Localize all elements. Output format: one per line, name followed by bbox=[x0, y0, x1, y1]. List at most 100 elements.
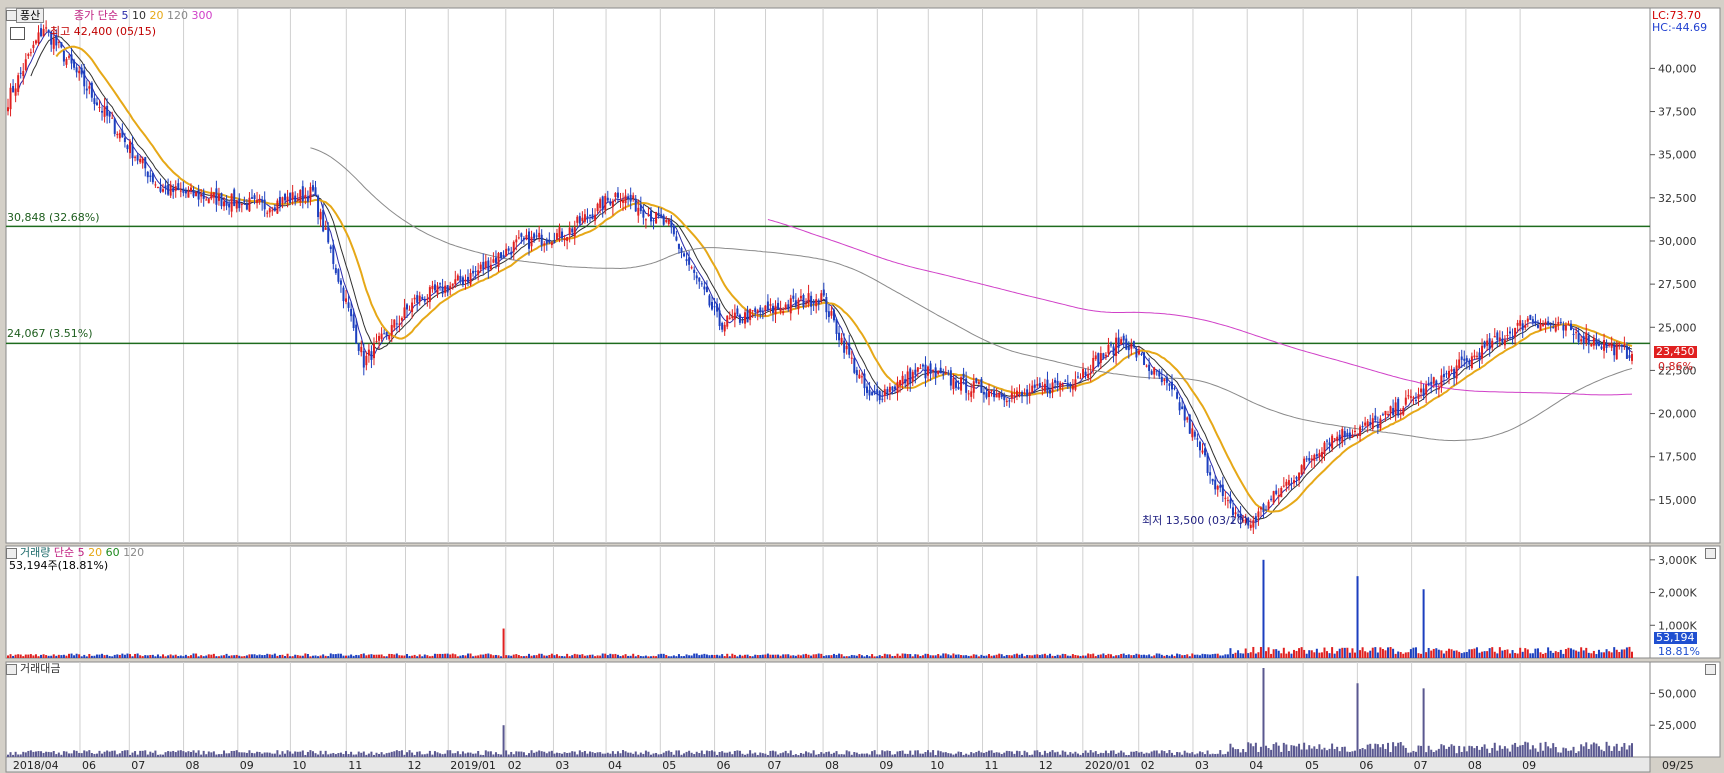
volume-bar bbox=[1262, 559, 1265, 658]
volume-bar bbox=[1041, 654, 1044, 658]
candle-body bbox=[1082, 368, 1085, 378]
candle-body bbox=[1252, 520, 1255, 528]
volume-bar bbox=[1549, 650, 1552, 658]
amount-bar bbox=[782, 752, 785, 757]
amount-bar bbox=[1605, 741, 1608, 757]
volume-bar bbox=[1577, 651, 1580, 658]
candle-body bbox=[75, 67, 78, 73]
amount-bar bbox=[418, 751, 421, 757]
amount-bar bbox=[118, 753, 121, 757]
volume-bar bbox=[324, 655, 327, 658]
volume-bar bbox=[1028, 655, 1031, 658]
amount-bar bbox=[993, 752, 996, 757]
volume-bar bbox=[731, 653, 734, 658]
amount-bar bbox=[990, 750, 993, 757]
amount-bar bbox=[1262, 668, 1265, 757]
candle-body bbox=[1069, 384, 1072, 387]
amount-bar bbox=[835, 751, 838, 757]
amount-bar bbox=[1254, 742, 1257, 757]
volume-panel-settings-icon[interactable] bbox=[6, 548, 17, 559]
candle-body bbox=[799, 295, 802, 299]
volume-bar bbox=[1313, 652, 1316, 658]
volume-bar bbox=[832, 653, 835, 658]
volume-bar bbox=[698, 655, 701, 658]
amount-bar bbox=[1226, 751, 1229, 757]
candle-body bbox=[815, 299, 818, 307]
candle-body bbox=[1605, 343, 1608, 348]
candle-body bbox=[426, 298, 429, 300]
amount-bar bbox=[1353, 750, 1356, 757]
volume-bar bbox=[502, 628, 505, 658]
calendar-icon[interactable] bbox=[10, 27, 25, 40]
candle-body bbox=[159, 186, 162, 192]
amount-bar bbox=[995, 752, 998, 757]
candle-body bbox=[1285, 481, 1288, 486]
volume-bar bbox=[360, 654, 363, 658]
volume-bar bbox=[1554, 651, 1557, 658]
volume-bar bbox=[1298, 648, 1301, 658]
amount-bar bbox=[1394, 746, 1397, 757]
volume-bar bbox=[1303, 649, 1306, 658]
amount-bar bbox=[57, 752, 60, 757]
candle-body bbox=[535, 235, 538, 237]
amount-bar bbox=[182, 751, 185, 757]
volume-bar bbox=[825, 655, 828, 658]
candle-body bbox=[202, 191, 205, 199]
stock-name-button[interactable]: 풍산 bbox=[16, 8, 45, 23]
volume-bar bbox=[1188, 656, 1191, 658]
volume-bar bbox=[517, 655, 520, 658]
volume-bar bbox=[375, 654, 378, 658]
amount-panel-settings-icon[interactable] bbox=[6, 664, 17, 675]
volume-bar bbox=[95, 654, 98, 658]
amount-bar bbox=[167, 751, 170, 757]
amount-bar bbox=[1097, 753, 1100, 757]
candle-body bbox=[245, 204, 248, 210]
candle-body bbox=[291, 192, 294, 200]
amount-bar bbox=[1247, 742, 1250, 757]
volume-bar bbox=[1605, 649, 1608, 658]
amount-bar bbox=[848, 751, 851, 757]
candle-body bbox=[988, 391, 991, 397]
candle-body bbox=[1120, 339, 1123, 345]
candle-body bbox=[970, 391, 973, 397]
candle-body bbox=[1107, 344, 1110, 354]
volume-bar bbox=[614, 653, 617, 658]
volume-bar bbox=[1491, 647, 1494, 658]
amount-bar bbox=[855, 752, 858, 757]
amount-panel-close-icon[interactable] bbox=[1705, 664, 1716, 675]
volume-bar bbox=[1389, 647, 1392, 658]
volume-bar bbox=[799, 655, 802, 658]
volume-bar bbox=[515, 654, 518, 658]
volume-bar bbox=[428, 656, 431, 658]
amount-bar bbox=[810, 753, 813, 757]
volume-bar bbox=[1226, 654, 1229, 658]
amount-bar bbox=[1442, 745, 1445, 757]
candle-body bbox=[411, 302, 414, 313]
candle-body bbox=[977, 381, 980, 385]
candle-body bbox=[891, 386, 894, 391]
candle-body bbox=[779, 308, 782, 312]
amount-bar bbox=[1117, 752, 1120, 757]
candle-body bbox=[67, 56, 70, 58]
amount-bar bbox=[652, 753, 655, 757]
volume-panel-close-icon[interactable] bbox=[1705, 548, 1716, 559]
volume-bar bbox=[1310, 650, 1313, 658]
amount-bar bbox=[1229, 743, 1232, 757]
volume-bar bbox=[289, 656, 292, 658]
candle-body bbox=[901, 375, 904, 385]
candle-body bbox=[418, 295, 421, 302]
candle-body bbox=[1516, 322, 1519, 326]
candle-body bbox=[103, 106, 106, 117]
price-panel-settings-icon[interactable] bbox=[6, 10, 17, 21]
candle-body bbox=[1300, 465, 1303, 475]
volume-bar bbox=[159, 656, 162, 658]
volume-bar bbox=[37, 656, 40, 658]
volume-bar bbox=[1074, 654, 1077, 658]
volume-bar bbox=[949, 655, 952, 658]
amount-bar bbox=[578, 750, 581, 757]
amount-bar bbox=[202, 750, 205, 757]
amount-bar bbox=[1061, 750, 1064, 757]
volume-bar bbox=[253, 654, 256, 658]
volume-bar bbox=[1427, 647, 1430, 658]
volume-bar bbox=[632, 653, 635, 658]
